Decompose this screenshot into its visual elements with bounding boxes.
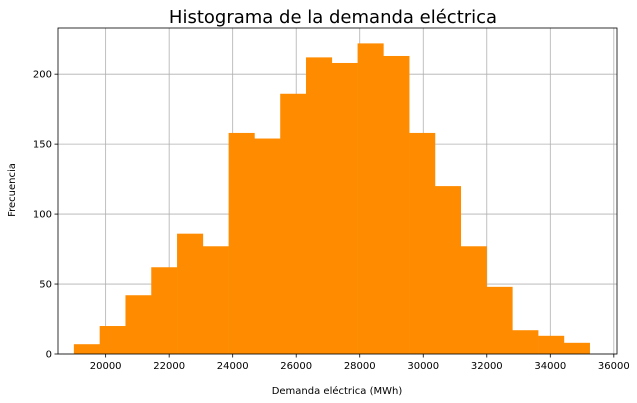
y-tick-label: 50 xyxy=(39,280,52,291)
histogram-bar xyxy=(357,43,384,354)
y-tick-label: 200 xyxy=(33,70,52,81)
x-tick-label: 32000 xyxy=(471,361,503,372)
histogram-bar xyxy=(151,267,178,354)
histogram-bar xyxy=(434,186,462,354)
histogram-bar xyxy=(125,295,152,354)
x-tick-label: 26000 xyxy=(280,361,312,372)
x-axis-label: Demanda eléctrica (MWh) xyxy=(272,385,403,397)
histogram-bar xyxy=(99,326,126,354)
histogram-bar xyxy=(512,330,539,354)
histogram-bar xyxy=(228,132,255,354)
x-tick-label: 28000 xyxy=(344,361,376,372)
chart-title: Histograma de la demanda eléctrica xyxy=(169,7,497,28)
histogram-bar xyxy=(409,132,436,354)
x-tick-label: 36000 xyxy=(598,361,630,372)
histogram-bar xyxy=(202,246,229,354)
y-tick-label: 0 xyxy=(46,350,52,361)
y-tick-label: 100 xyxy=(33,210,52,221)
histogram-bar xyxy=(538,335,565,354)
histogram-bar xyxy=(383,55,410,354)
x-tick-label: 20000 xyxy=(90,361,122,372)
histogram-bar xyxy=(305,57,333,355)
y-tick-label: 150 xyxy=(33,140,52,151)
x-tick-label: 22000 xyxy=(153,361,185,372)
histogram-bar xyxy=(486,286,513,354)
histogram-bar xyxy=(280,93,307,355)
histogram-bar xyxy=(460,246,487,354)
histogram-bar xyxy=(177,233,204,354)
histogram-bars xyxy=(73,43,590,355)
y-axis-ticks: 0 50 100 150 200 xyxy=(33,70,58,361)
plot-frame xyxy=(57,27,618,355)
histogram-bar xyxy=(73,344,100,354)
histogram-bar xyxy=(254,138,281,354)
y-axis-label: Frecuencia xyxy=(7,163,18,217)
histogram-bar xyxy=(563,342,590,354)
x-tick-label: 24000 xyxy=(217,361,249,372)
histogram-bar xyxy=(331,62,358,354)
x-tick-label: 30000 xyxy=(407,361,439,372)
x-tick-label: 34000 xyxy=(534,361,566,372)
x-axis-ticks: 20000 22000 24000 26000 28000 30000 32000 34000… xyxy=(90,354,630,372)
